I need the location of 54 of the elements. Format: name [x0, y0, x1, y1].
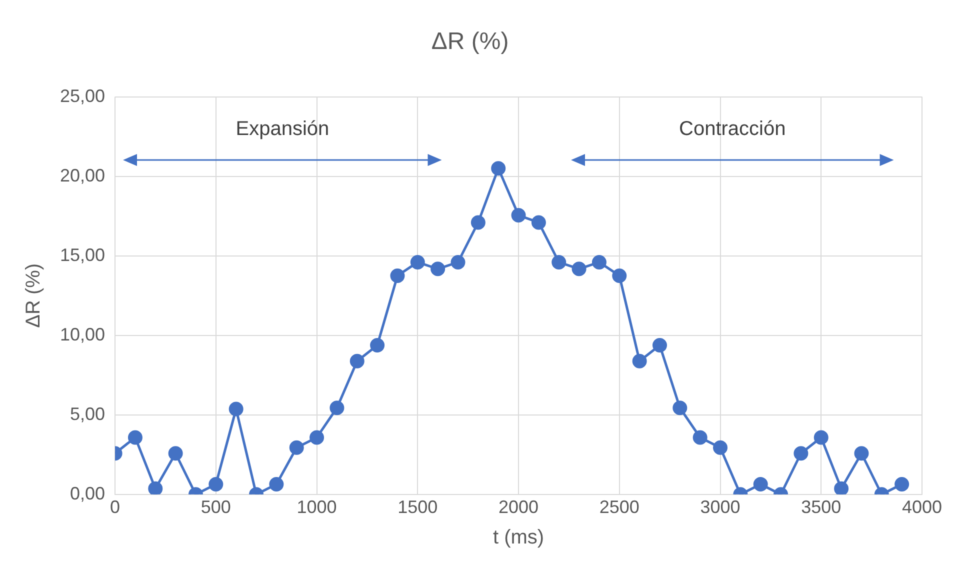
point: [330, 400, 344, 416]
point: [672, 400, 688, 416]
x-tick-label: 2000: [498, 497, 539, 518]
y-tick-label: 15,00: [60, 244, 106, 265]
point: [310, 430, 324, 445]
point: [854, 446, 869, 461]
point: [531, 215, 546, 230]
point: [450, 254, 466, 270]
point: [410, 254, 425, 270]
point: [289, 440, 304, 455]
y-tick-label: 10,00: [60, 324, 106, 344]
point: [470, 215, 486, 230]
point: [894, 476, 910, 492]
point: [430, 262, 446, 276]
x-tick-label: 500: [200, 497, 231, 518]
x-tick-label: 3500: [801, 497, 842, 518]
x-tick-label: 3000: [700, 497, 740, 518]
point: [269, 476, 284, 492]
chart-title: ΔR (%): [431, 28, 509, 56]
point: [652, 338, 667, 352]
point: [208, 476, 224, 492]
y-axis-title: ΔR (%): [22, 263, 45, 328]
y-tick-label: 20,00: [60, 165, 106, 186]
point: [228, 402, 244, 416]
point: [572, 262, 586, 276]
point: [511, 208, 526, 223]
x-tick-label: 1500: [398, 497, 438, 518]
point: [713, 440, 728, 455]
point: [834, 481, 849, 494]
point: [370, 338, 385, 352]
point: [350, 354, 364, 368]
annotation: Contracción: [678, 118, 787, 142]
point: [148, 481, 163, 494]
y-tick-label: 5,00: [70, 404, 106, 424]
point: [491, 161, 506, 176]
point: [632, 354, 647, 368]
point: [552, 254, 566, 270]
point: [814, 430, 828, 445]
x-tick-label: 2500: [599, 497, 640, 518]
point: [390, 268, 405, 283]
x-axis-title: t (ms): [492, 526, 544, 549]
point: [612, 268, 627, 283]
point: [592, 254, 606, 270]
x-tick-label: 1000: [296, 497, 337, 518]
point: [128, 430, 142, 445]
y-tick-label: 25,00: [60, 86, 106, 106]
point: [168, 446, 183, 461]
y-tick-label: 0,00: [70, 483, 106, 504]
point: [692, 430, 708, 445]
annotation: Expansión: [234, 118, 330, 142]
x-tick-label: 4000: [902, 497, 942, 518]
point: [794, 446, 808, 461]
x-tick-label: 0: [110, 497, 120, 518]
point: [753, 476, 768, 492]
